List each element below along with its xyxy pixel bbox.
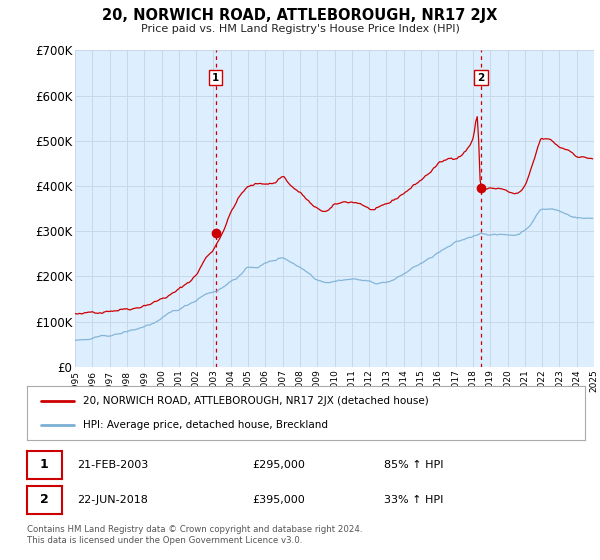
Text: 33% ↑ HPI: 33% ↑ HPI — [384, 494, 443, 505]
Text: 2: 2 — [40, 493, 49, 506]
Text: 85% ↑ HPI: 85% ↑ HPI — [384, 460, 443, 470]
Text: Price paid vs. HM Land Registry's House Price Index (HPI): Price paid vs. HM Land Registry's House … — [140, 24, 460, 34]
Text: £395,000: £395,000 — [252, 494, 305, 505]
Text: £295,000: £295,000 — [252, 460, 305, 470]
Text: 20, NORWICH ROAD, ATTLEBOROUGH, NR17 2JX: 20, NORWICH ROAD, ATTLEBOROUGH, NR17 2JX — [103, 8, 497, 24]
Text: 1: 1 — [212, 73, 219, 82]
Text: Contains HM Land Registry data © Crown copyright and database right 2024.
This d: Contains HM Land Registry data © Crown c… — [27, 525, 362, 545]
Text: 20, NORWICH ROAD, ATTLEBOROUGH, NR17 2JX (detached house): 20, NORWICH ROAD, ATTLEBOROUGH, NR17 2JX… — [83, 396, 428, 406]
Text: 1: 1 — [40, 458, 49, 472]
Text: 22-JUN-2018: 22-JUN-2018 — [77, 494, 148, 505]
Text: HPI: Average price, detached house, Breckland: HPI: Average price, detached house, Brec… — [83, 420, 328, 430]
Text: 2: 2 — [478, 73, 485, 82]
Text: 21-FEB-2003: 21-FEB-2003 — [77, 460, 148, 470]
